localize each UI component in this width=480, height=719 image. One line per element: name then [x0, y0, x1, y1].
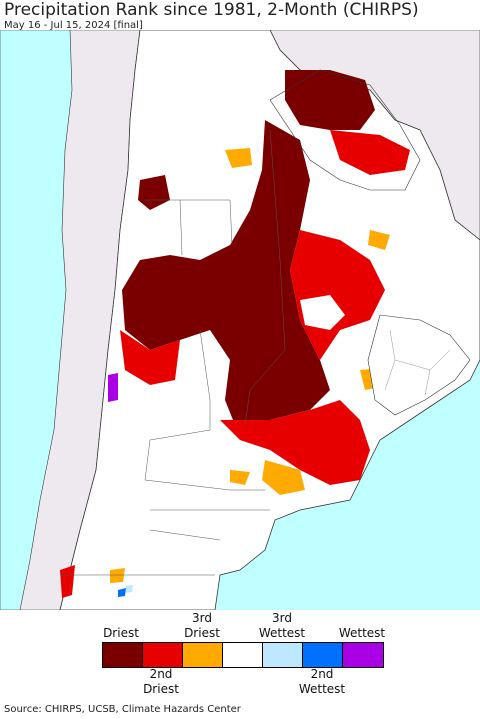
precipitation-rank-map [0, 30, 480, 610]
legend-swatch-driest [103, 643, 143, 667]
legend-label-second-wettest: 2nd Wettest [282, 667, 362, 697]
legend-label-second-wettest-text: 2nd Wettest [298, 667, 346, 696]
map-subtitle: May 16 - Jul 15, 2024 [final] [4, 20, 143, 31]
second-driest-east [290, 230, 385, 360]
driest-region-northwest [138, 175, 170, 210]
driest-region-north [285, 70, 375, 130]
source-credit: Source: CHIRPS, UCSB, Climate Hazards Ce… [4, 704, 241, 715]
third-wettest-patch [126, 585, 133, 593]
normal-patch-3 [320, 180, 350, 215]
legend-label-third-wettest-text: 3rd Wettest [258, 611, 306, 640]
legend-color-bar [102, 642, 384, 668]
third-driest-patch-2 [225, 148, 252, 168]
legend-label-third-driest: 3rd Driest [162, 611, 242, 641]
second-driest-west [120, 330, 180, 385]
legend-label-second-driest: 2nd Driest [121, 667, 201, 697]
second-driest-coast [60, 565, 75, 598]
normal-patch-1 [300, 295, 345, 330]
legend-swatch-wettest [343, 643, 383, 667]
second-wettest-patch [118, 588, 126, 597]
uruguay-department-borders [384, 329, 451, 396]
legend-label-wettest: Wettest [338, 626, 386, 640]
second-driest-north [330, 130, 410, 175]
second-driest-south [220, 400, 370, 485]
uruguay-border [367, 314, 471, 416]
legend-swatch-third-driest [183, 643, 223, 667]
legend-swatch-third-wettest [263, 643, 303, 667]
legend-label-third-driest-text: 3rd Driest [184, 611, 220, 640]
legend-swatch-second-wettest [303, 643, 343, 667]
legend-label-third-wettest: 3rd Wettest [242, 611, 322, 641]
wettest-patch [108, 373, 118, 402]
province-borders [60, 129, 286, 576]
legend-label-driest: Driest [103, 626, 139, 640]
third-driest-patch-3 [368, 230, 390, 250]
driest-region-central [122, 120, 330, 425]
normal-patch-2 [168, 215, 210, 245]
third-driest-patch-1 [262, 460, 305, 495]
paraguay-border [269, 69, 421, 191]
third-driest-patch-5 [230, 470, 250, 485]
third-driest-patch-6 [110, 568, 125, 583]
legend-label-second-driest-text: 2nd Driest [143, 667, 179, 696]
pacific-coast [0, 30, 73, 610]
legend-swatch-normal [223, 643, 263, 667]
map-title: Precipitation Rank since 1981, 2-Month (… [4, 0, 419, 20]
legend-swatch-second-driest [143, 643, 183, 667]
